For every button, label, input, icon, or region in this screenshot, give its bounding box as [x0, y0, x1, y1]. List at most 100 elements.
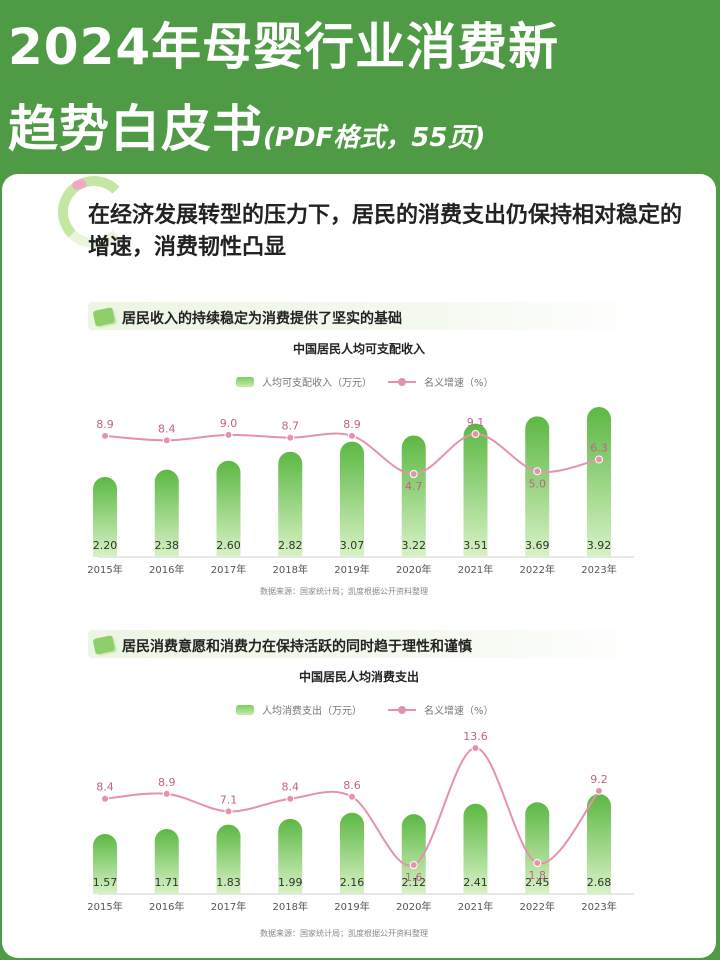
bar-value-label: 2.41	[463, 876, 488, 889]
growth-value-label: 8.4	[96, 781, 114, 794]
legend-line-swatch	[388, 705, 416, 714]
bar	[216, 460, 241, 557]
bar-value-label: 3.69	[525, 539, 550, 552]
bar-value-label: 2.45	[525, 876, 550, 889]
x-tick-label: 2018年	[273, 900, 308, 913]
bar-value-label: 2.38	[155, 539, 180, 552]
card-heading: 在经济发展转型的压力下，居民的消费支出仍保持相对稳定的增速，消费韧性凸显	[88, 203, 683, 260]
x-tick-label: 2021年	[458, 900, 493, 913]
growth-value-label: 7.1	[220, 793, 238, 806]
bar-value-label: 2.68	[587, 876, 612, 889]
legend-line-swatch	[388, 377, 416, 386]
growth-value-label: 8.4	[158, 422, 176, 435]
growth-value-label: 9.1	[467, 416, 485, 429]
growth-point	[162, 789, 171, 798]
page-title-line-2: 趋势白皮书(PDF格式，55页)	[8, 98, 485, 169]
growth-value-label: 1.8	[529, 869, 547, 882]
bar	[401, 435, 426, 557]
section-bar-income	[88, 302, 648, 330]
bar	[401, 814, 426, 894]
x-tick-label: 2020年	[396, 563, 431, 576]
legend-bar-label: 人均可支配收入（万元）	[262, 378, 372, 389]
x-tick-label: 2021年	[458, 563, 493, 576]
chart-title-spending: 中国居民人均消费支出	[298, 670, 419, 684]
chart-title-income: 中国居民人均可支配收入	[292, 342, 425, 356]
legend-line-label: 名义增速（%）	[424, 378, 494, 389]
bar-value-label: 3.51	[463, 539, 488, 552]
growth-value-label: 8.9	[96, 418, 114, 431]
legend-line-label: 名义增速（%）	[424, 706, 494, 717]
page-title-suffix: (PDF格式，55页)	[263, 123, 486, 153]
bar	[463, 423, 488, 557]
legend-bar-swatch	[236, 376, 254, 387]
growth-point	[286, 794, 295, 803]
chart-spending: 1.57 2015年 1.71 2016年 1.83 2017年 1.99 2018年 2.16…	[87, 730, 634, 913]
growth-value-label: 8.9	[158, 776, 176, 789]
growth-value-label: 13.6	[463, 730, 488, 743]
growth-point	[101, 794, 109, 803]
x-tick-label: 2018年	[273, 563, 308, 576]
bar-value-label: 2.12	[402, 876, 427, 889]
growth-value-label: 1.6	[405, 871, 423, 884]
growth-point	[471, 744, 480, 752]
bar-value-label: 2.60	[216, 539, 241, 552]
growth-point	[595, 786, 603, 795]
page-title-main: 趋势白皮书	[8, 100, 263, 158]
growth-value-label: 9.2	[590, 773, 608, 786]
bar-value-label: 1.71	[155, 876, 180, 889]
section-bar-spending	[88, 630, 648, 658]
bar-value-label: 3.92	[587, 539, 612, 552]
bar	[278, 451, 303, 557]
report-card: 在经济发展转型的压力下，居民的消费支出仍保持相对稳定的增速，消费韧性凸显 居民收…	[2, 174, 716, 958]
data-source-income: 数据来源：国家统计局；凯度根据公开资料整理	[260, 587, 428, 596]
bar	[463, 803, 488, 894]
x-tick-label: 2017年	[211, 563, 246, 576]
x-tick-label: 2022年	[520, 900, 555, 913]
bar-value-label: 2.82	[278, 539, 303, 552]
legend-bar-income: 人均可支配收入（万元）	[236, 374, 372, 389]
bar	[93, 834, 117, 894]
growth-point	[348, 431, 356, 440]
bar	[278, 818, 303, 894]
bar-value-label: 3.07	[340, 539, 365, 552]
growth-line	[104, 746, 600, 867]
bar-value-label: 2.20	[93, 539, 118, 552]
growth-point	[224, 807, 233, 816]
growth-value-label: 9.0	[220, 417, 238, 430]
page-title-line-1: 2024年母婴行业消费新	[8, 18, 560, 76]
growth-point	[595, 455, 603, 464]
growth-point	[409, 470, 418, 478]
growth-value-label: 5.0	[529, 477, 547, 490]
growth-point	[286, 433, 295, 442]
bar	[587, 794, 611, 894]
x-tick-label: 2022年	[520, 563, 555, 576]
legend-bar-swatch	[236, 704, 254, 715]
bar	[216, 824, 241, 894]
growth-point	[224, 430, 233, 439]
growth-point	[533, 859, 542, 868]
bar	[525, 416, 550, 557]
legend-line-spending: 名义增速（%）	[388, 702, 494, 717]
bar	[340, 441, 364, 557]
bar-value-label: 2.16	[340, 876, 365, 889]
bar-value-label: 1.57	[93, 876, 118, 889]
growth-point	[471, 430, 480, 438]
growth-point	[409, 861, 418, 869]
legend-bar-label: 人均消费支出（万元）	[262, 706, 362, 717]
data-source-spending: 数据来源：国家统计局；凯度根据公开资料整理	[260, 929, 428, 938]
section-title-spending: 居民消费意愿和消费力在保持活跃的同时趋于理性和谨慎	[122, 639, 472, 655]
decorative-ring-icon	[58, 176, 130, 248]
x-tick-label: 2019年	[334, 900, 369, 913]
growth-point	[348, 792, 356, 801]
growth-value-label: 8.7	[282, 420, 300, 433]
bar	[525, 802, 550, 894]
section-title-income: 居民收入的持续稳定为消费提供了坚实的基础	[122, 311, 402, 327]
bar-value-label: 1.83	[216, 876, 241, 889]
bar	[587, 407, 611, 557]
growth-value-label: 8.9	[343, 418, 361, 431]
growth-point	[533, 467, 542, 476]
x-tick-label: 2017年	[211, 900, 246, 913]
x-tick-label: 2016年	[149, 900, 184, 913]
growth-value-label: 8.6	[343, 779, 361, 792]
growth-point	[101, 431, 109, 440]
